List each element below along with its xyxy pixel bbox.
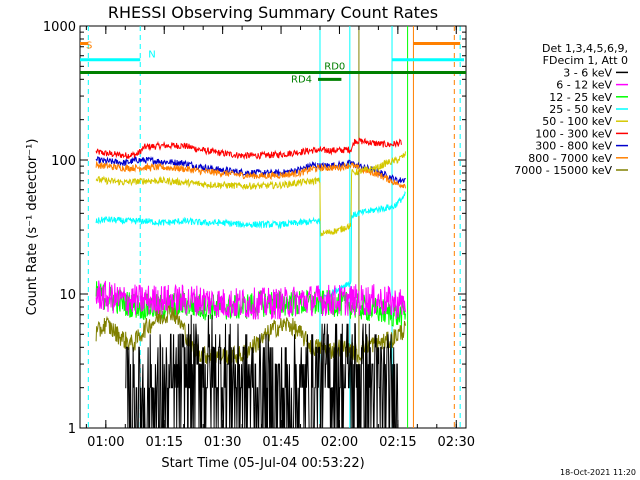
- x-tick-label-5: 02:15: [379, 435, 416, 450]
- legend: Det 1,3,4,5,6,9,FDecim 1, Att 03 - 6 keV…: [514, 42, 628, 177]
- legend-entry-label-4: 50 - 100 keV: [542, 115, 612, 128]
- series-line-100-300-keV: [95, 137, 402, 160]
- event-label-0: S: [86, 41, 92, 52]
- y-tick-label-2: 100: [51, 154, 76, 169]
- x-tick-label-0: 01:00: [87, 435, 124, 450]
- series-line-800-7000-keV: [95, 160, 406, 189]
- legend-entry-label-5: 100 - 300 keV: [535, 127, 612, 140]
- event-label-5: RD4: [291, 74, 312, 85]
- legend-entry-label-6: 300 - 800 keV: [535, 140, 612, 153]
- series-line-12-25-keV: [95, 281, 406, 328]
- legend-entry-label-2: 12 - 25 keV: [549, 91, 612, 104]
- series-line-3-6-keV: [125, 314, 399, 428]
- legend-entry-label-7: 800 - 7000 keV: [528, 152, 612, 165]
- event-label-4: RD0: [324, 61, 345, 72]
- plot-content: S N RD0 RD4: [80, 26, 466, 428]
- legend-entry-label-3: 25 - 50 keV: [549, 103, 612, 116]
- series-line-300-800-keV: [95, 156, 406, 184]
- series-line-25-50-keV: [95, 190, 406, 303]
- series-line-7000-15000-keV: [95, 305, 406, 364]
- event-label-1: N: [148, 50, 155, 61]
- legend-entry-label-8: 7000 - 15000 keV: [514, 164, 612, 177]
- legend-header-1: FDecim 1, Att 0: [543, 54, 628, 67]
- x-tick-label-1: 01:15: [146, 435, 183, 450]
- y-tick-label-1: 10: [59, 288, 76, 303]
- x-axis-label: Start Time (05-Jul-04 00:53:22): [161, 456, 364, 471]
- x-tick-label-3: 01:45: [262, 435, 299, 450]
- series-line-6-12-keV: [95, 280, 406, 320]
- timestamp: 18-Oct-2021 11:20: [560, 468, 636, 477]
- chart-title: RHESSI Observing Summary Count Rates: [108, 3, 438, 22]
- x-tick-label-6: 02:30: [438, 435, 475, 450]
- y-axis: 1 10 100 1000: [43, 20, 466, 437]
- x-axis: 01:00 01:15 01:30 01:45 02:00 02:15 02:30: [85, 26, 475, 450]
- series-line-50-100-keV: [95, 151, 406, 237]
- x-tick-label-2: 01:30: [204, 435, 241, 450]
- legend-entry-label-0: 3 - 6 keV: [563, 66, 612, 79]
- y-tick-label-0: 1: [68, 422, 76, 437]
- y-tick-label-3: 1000: [43, 20, 76, 35]
- x-tick-label-4: 02:00: [321, 435, 358, 450]
- y-axis-label: Count Rate (s⁻¹ detector⁻¹): [25, 139, 40, 316]
- legend-header-0: Det 1,3,4,5,6,9,: [542, 42, 628, 55]
- legend-entry-label-1: 6 - 12 keV: [556, 79, 612, 92]
